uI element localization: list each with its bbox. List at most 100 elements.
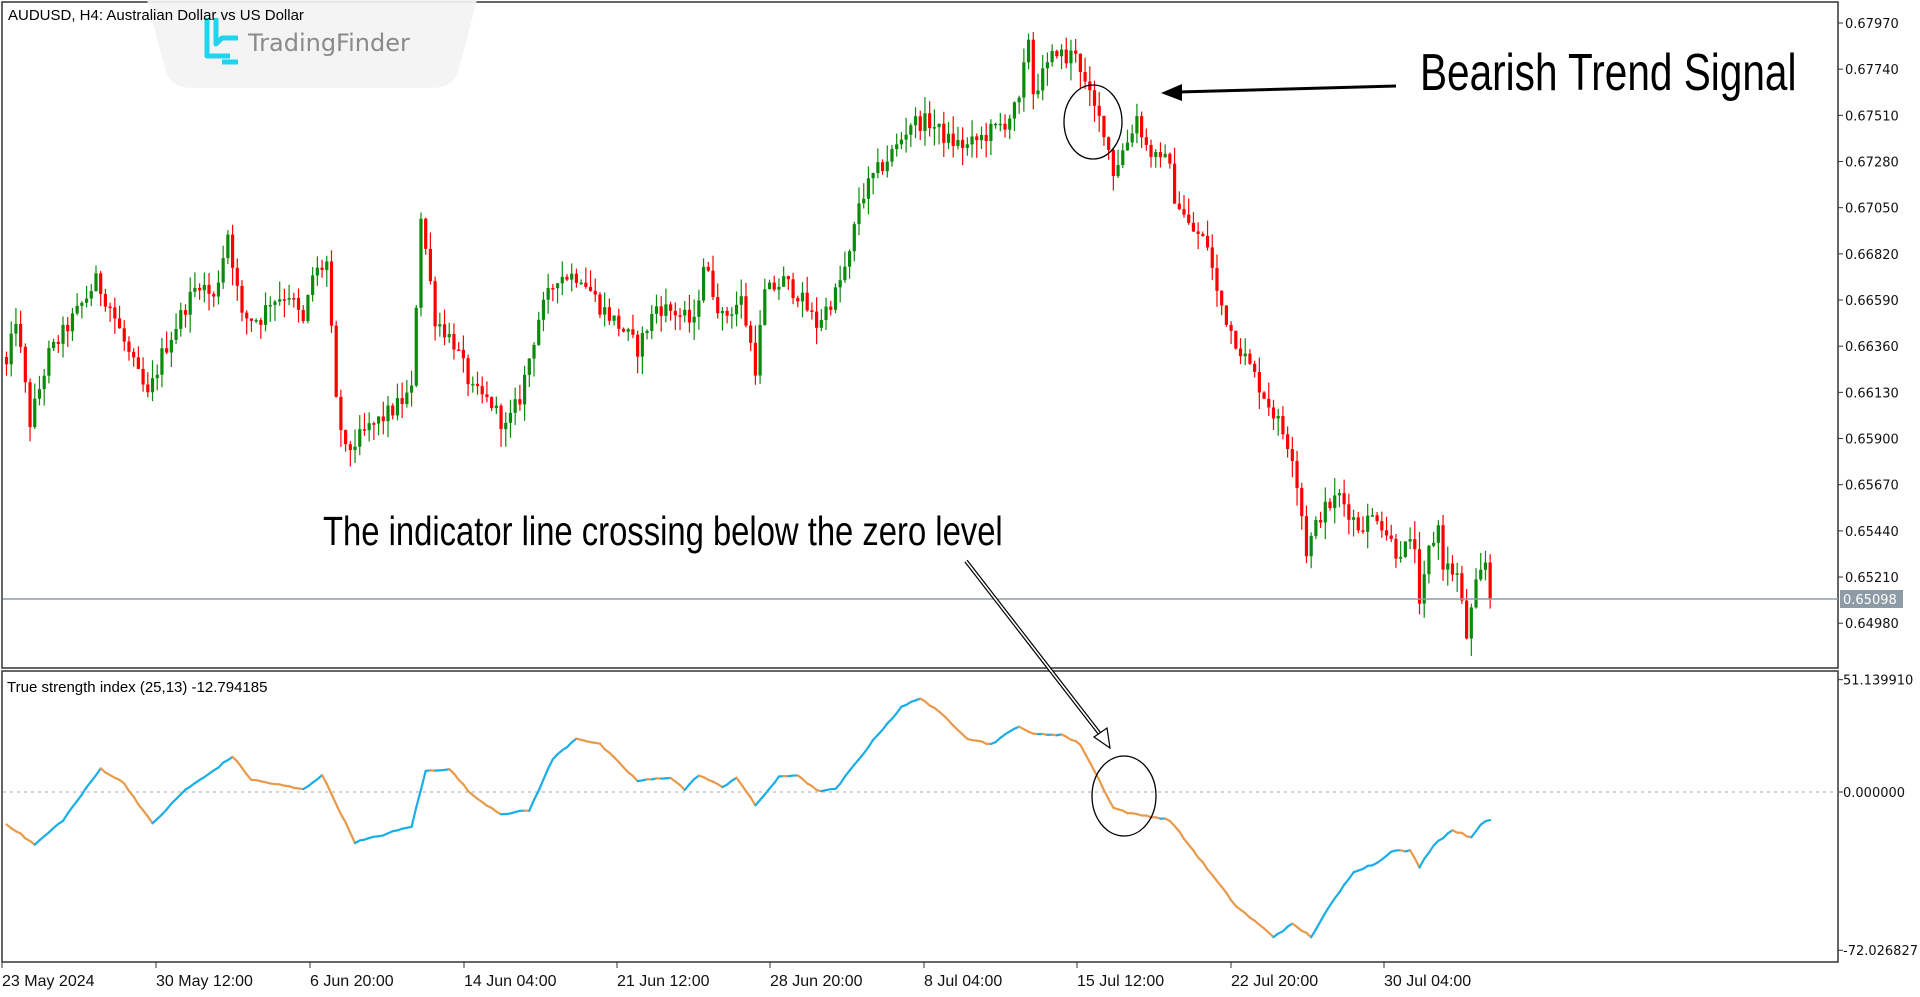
candle	[33, 383, 37, 430]
candle-body	[796, 298, 800, 302]
tsi-segment	[66, 805, 74, 815]
tsi-segment	[1333, 891, 1341, 900]
candle	[1408, 527, 1412, 550]
candle-body	[857, 203, 861, 225]
candle	[970, 120, 974, 158]
candle	[480, 376, 484, 404]
candle	[1309, 532, 1313, 569]
candle	[1342, 479, 1346, 517]
candle	[367, 412, 371, 442]
candle-body	[678, 315, 682, 317]
candle-body	[1436, 525, 1440, 543]
indicator-label: True strength index (25,13) -12.794185	[7, 679, 267, 696]
tsi-segment	[245, 773, 253, 782]
candle	[541, 291, 546, 332]
candle	[791, 272, 795, 305]
candle	[1271, 399, 1276, 430]
tsi-segment	[415, 788, 423, 809]
candle-body	[626, 329, 630, 332]
time-label: 14 Jun 04:00	[464, 973, 557, 990]
tsi-segment	[1173, 824, 1181, 833]
candle-body	[946, 133, 951, 143]
candle-body	[259, 320, 263, 325]
candle-body	[617, 315, 621, 329]
candle	[263, 292, 268, 332]
candle-body	[320, 267, 324, 270]
candle-body	[362, 429, 367, 431]
candle	[1238, 338, 1243, 364]
tsi-segment	[94, 767, 102, 777]
tsi-segment	[1215, 879, 1223, 888]
indicator-panel-frame	[1, 670, 1839, 963]
candle	[1154, 149, 1158, 168]
candle-body	[1328, 501, 1332, 509]
candle	[117, 305, 122, 329]
candle-body	[1196, 231, 1200, 234]
candle-body	[179, 310, 183, 329]
candle-body	[824, 306, 828, 321]
candle	[381, 401, 385, 435]
tsi-segment	[320, 773, 328, 785]
tsi-segment	[1413, 857, 1421, 869]
candle-body	[207, 284, 211, 294]
candle-body	[1394, 538, 1398, 559]
candle-body	[1290, 449, 1294, 461]
candle-body	[909, 125, 913, 135]
candle-body	[249, 318, 254, 321]
candle-body	[532, 344, 536, 359]
price-tick-label: 0.67050	[1845, 202, 1899, 217]
candle-body	[1069, 50, 1073, 64]
candle	[617, 308, 621, 337]
candle	[447, 322, 451, 344]
candle-body	[767, 282, 772, 290]
candle	[207, 273, 211, 311]
candle	[1450, 555, 1455, 582]
candle-body	[226, 234, 230, 259]
candle	[292, 292, 296, 308]
candle-body	[292, 298, 296, 300]
candle-body	[734, 304, 739, 315]
candle-body	[344, 430, 348, 445]
candle-body	[127, 341, 131, 352]
candle-body	[1050, 50, 1054, 63]
candle	[1323, 487, 1327, 540]
price-tick-label: 0.67740	[1845, 63, 1899, 78]
candle	[212, 291, 216, 307]
candle	[1295, 450, 1299, 506]
candle	[937, 123, 941, 145]
candle-body	[1191, 222, 1196, 232]
tsi-segment	[848, 763, 856, 772]
tsi-segment	[744, 789, 752, 799]
candle	[1248, 349, 1252, 366]
candle	[1422, 560, 1426, 618]
candlestick-series	[4, 32, 1492, 657]
candle	[579, 279, 583, 285]
candle	[1460, 565, 1464, 604]
candle-body	[1238, 348, 1243, 357]
candle	[904, 117, 908, 153]
candle-body	[753, 342, 757, 376]
candle	[1130, 124, 1134, 148]
candle-body	[89, 291, 93, 299]
candle-body	[1422, 574, 1426, 604]
candle	[14, 308, 18, 347]
candle-body	[1125, 142, 1130, 151]
candle-body	[730, 314, 734, 316]
candle-body	[19, 323, 23, 347]
candle-body	[457, 349, 461, 351]
candle-body	[4, 357, 9, 365]
candle-body	[461, 349, 465, 359]
candle-body	[862, 198, 866, 204]
candle	[61, 316, 65, 358]
candle	[1432, 531, 1436, 548]
candle-body	[268, 304, 272, 307]
candle	[683, 301, 687, 323]
candle	[570, 263, 574, 292]
zero-cross-text: The indicator line crossing below the ze…	[323, 507, 1003, 553]
candle	[913, 107, 918, 139]
candle	[1144, 128, 1148, 151]
candle-body	[579, 282, 583, 285]
candle	[1304, 505, 1309, 564]
candle-body	[998, 123, 1002, 126]
